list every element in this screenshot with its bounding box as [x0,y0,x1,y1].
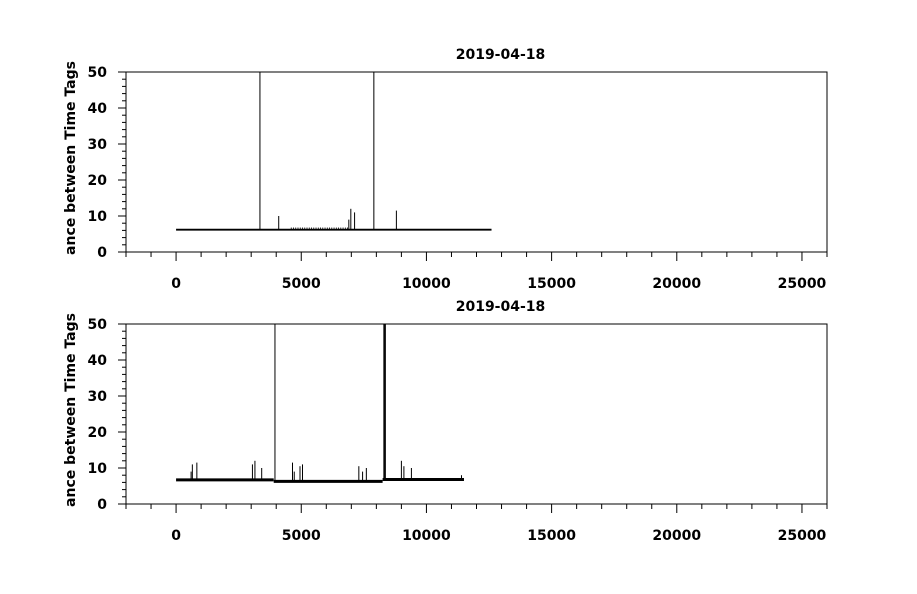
y-tick-label: 30 [88,137,108,153]
y-tick-label: 10 [88,461,108,477]
x-tick-label: 10000 [402,528,451,544]
x-tick-label: 20000 [652,276,701,292]
x-tick-label: 25000 [778,528,827,544]
x-tick-label: 5000 [282,276,321,292]
y-tick-label: 20 [88,173,108,189]
y-tick-label: 0 [97,497,107,513]
y-tick-label: 50 [88,317,108,333]
x-tick-label: 25000 [778,276,827,292]
y-tick-label: 40 [88,101,108,117]
x-tick-label: 15000 [527,276,576,292]
y-tick-label: 20 [88,425,108,441]
plot-frame [125,323,828,505]
plot-frame [125,71,828,253]
y-axis-label: ance between Time Tags [63,313,79,507]
y-tick-label: 0 [97,245,107,261]
y-tick-label: 30 [88,389,108,405]
x-tick-label: 15000 [527,528,576,544]
chart-title: 2019-04-18 [456,299,546,315]
x-tick-label: 5000 [282,528,321,544]
x-tick-label: 0 [171,528,181,544]
x-tick-label: 20000 [652,528,701,544]
x-tick-label: 10000 [402,276,451,292]
y-tick-label: 40 [88,353,108,369]
y-tick-label: 50 [88,65,108,81]
y-axis-label: ance between Time Tags [63,61,79,255]
chart-title: 2019-04-18 [456,47,546,63]
x-tick-label: 0 [171,276,181,292]
y-tick-label: 10 [88,209,108,225]
